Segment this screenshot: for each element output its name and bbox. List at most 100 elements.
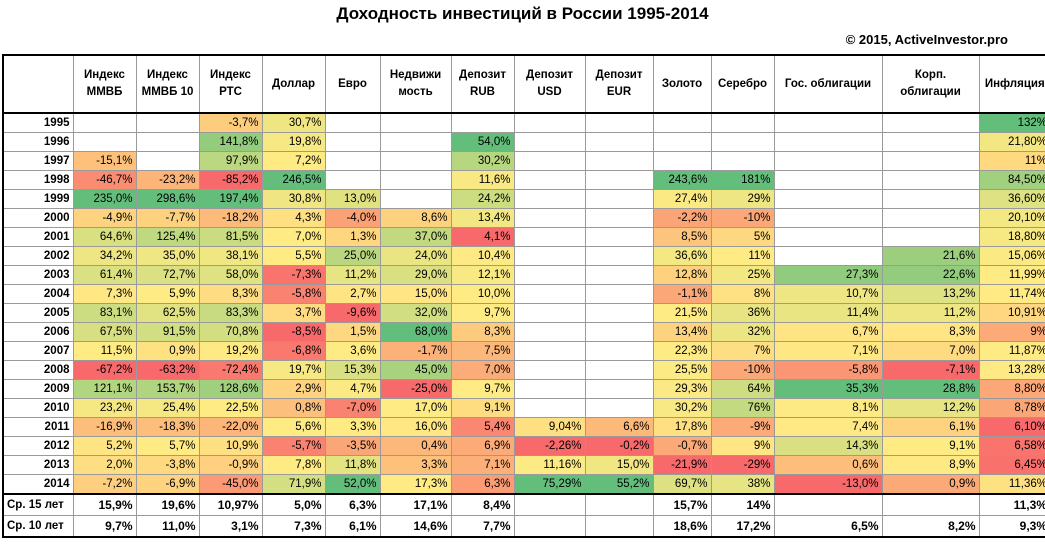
value-cell: 13,28% xyxy=(978,360,1045,380)
value-cell xyxy=(324,151,381,171)
value-cell: -9% xyxy=(710,417,775,437)
table-row: 1999 235,0% 298,6% 197,4% 30,8% 13,0% 24,2% 27,… xyxy=(2,189,1045,209)
value-cell: 9,04% xyxy=(513,417,586,437)
value-cell xyxy=(135,132,200,152)
value-cell xyxy=(881,189,980,209)
value-cell: 243,6% xyxy=(652,170,712,190)
value-cell: -16,9% xyxy=(72,417,137,437)
value-cell xyxy=(513,132,586,152)
value-cell: 22,6% xyxy=(881,265,980,285)
value-cell: -15,1% xyxy=(72,151,137,171)
column-header-line: Гос. облигации xyxy=(784,77,872,90)
value-cell xyxy=(652,132,712,152)
value-cell: -4,0% xyxy=(324,208,381,228)
year-cell: 1995 xyxy=(2,112,74,133)
value-cell: 5,6% xyxy=(261,417,326,437)
value-cell xyxy=(379,132,452,152)
value-cell: 7% xyxy=(710,341,775,361)
value-cell: 7,8% xyxy=(261,455,326,475)
table-row: 2000 -4,9% -7,7% -18,2% 4,3% -4,0% 8,6% 13,4% -2… xyxy=(2,208,1045,228)
value-cell: 12,1% xyxy=(450,265,515,285)
value-cell: 6,58% xyxy=(978,436,1045,456)
value-cell: 27,4% xyxy=(652,189,712,209)
average-cell: 5,0% xyxy=(261,493,326,516)
value-cell: 25,5% xyxy=(652,360,712,380)
value-cell: -18,2% xyxy=(198,208,263,228)
value-cell: 4,1% xyxy=(450,227,515,247)
value-cell xyxy=(513,322,586,342)
year-cell: 2001 xyxy=(2,227,74,247)
value-cell: 11% xyxy=(710,246,775,266)
year-cell: 2004 xyxy=(2,284,74,304)
average-cell: 14,6% xyxy=(379,515,452,538)
value-cell: -21,9% xyxy=(652,455,712,475)
value-cell: 58,0% xyxy=(198,265,263,285)
value-cell: 11,74% xyxy=(978,284,1045,304)
year-cell: 2003 xyxy=(2,265,74,285)
value-cell: 30,7% xyxy=(261,112,326,133)
average-cell: 10,97% xyxy=(198,493,263,516)
value-cell: 6,7% xyxy=(773,322,883,342)
value-cell xyxy=(881,132,980,152)
value-cell: 4,3% xyxy=(261,208,326,228)
value-cell: 6,9% xyxy=(450,436,515,456)
value-cell: 18,80% xyxy=(978,227,1045,247)
value-cell: 25% xyxy=(710,265,775,285)
value-cell: -10% xyxy=(710,208,775,228)
value-cell: 5,4% xyxy=(450,417,515,437)
value-cell xyxy=(773,227,883,247)
year-cell: 2013 xyxy=(2,455,74,475)
average-cell: 17,1% xyxy=(379,493,452,516)
average-row: Ср. 15 лет 15,9% 19,6% 10,97% 5,0% 6,3% 17,1% 8… xyxy=(2,493,1045,516)
value-cell: 72,7% xyxy=(135,265,200,285)
value-cell: 8,3% xyxy=(881,322,980,342)
value-cell: 27,3% xyxy=(773,265,883,285)
average-cell: 11,0% xyxy=(135,515,200,538)
value-cell xyxy=(773,112,883,133)
value-cell: 7,5% xyxy=(450,341,515,361)
value-cell: 6,1% xyxy=(881,417,980,437)
value-cell: 29% xyxy=(710,189,775,209)
value-cell: 11,6% xyxy=(450,170,515,190)
value-cell: 30,2% xyxy=(450,151,515,171)
value-cell: 5,7% xyxy=(135,436,200,456)
table-row: 2007 11,5% 0,9% 19,2% -6,8% 3,6% -1,7% 7,5% 22,3… xyxy=(2,341,1045,361)
value-cell: 8,1% xyxy=(773,398,883,418)
value-cell: 9,1% xyxy=(881,436,980,456)
value-cell xyxy=(513,151,586,171)
average-label: Ср. 10 лет xyxy=(2,515,74,538)
value-cell xyxy=(584,360,654,380)
value-cell: 30,8% xyxy=(261,189,326,209)
value-cell: 91,5% xyxy=(135,322,200,342)
column-header-line: RUB xyxy=(470,86,495,98)
value-cell: 8,80% xyxy=(978,379,1045,399)
value-cell xyxy=(513,398,586,418)
value-cell xyxy=(513,170,586,190)
value-cell xyxy=(513,189,586,209)
value-cell: -29% xyxy=(710,455,775,475)
table-row: 2008 -67,2% -63,2% -72,4% 19,7% 15,3% 45,0% 7,0… xyxy=(2,360,1045,380)
value-cell: 2,9% xyxy=(261,379,326,399)
value-cell: 28,8% xyxy=(881,379,980,399)
value-cell: 19,2% xyxy=(198,341,263,361)
value-cell: 54,0% xyxy=(450,132,515,152)
value-cell xyxy=(324,132,381,152)
value-cell: 35,3% xyxy=(773,379,883,399)
column-header-line: ММВБ 10 xyxy=(141,86,194,98)
value-cell xyxy=(584,246,654,266)
average-cell: 7,3% xyxy=(261,515,326,538)
value-cell xyxy=(881,170,980,190)
column-header-line: РТС xyxy=(219,86,242,98)
column-header-line: Серебро xyxy=(717,77,768,90)
value-cell: 6,6% xyxy=(584,417,654,437)
column-header: Депозит EUR xyxy=(584,54,654,114)
value-cell: 9% xyxy=(978,322,1045,342)
average-cell: 8,2% xyxy=(881,515,980,538)
value-cell: 181% xyxy=(710,170,775,190)
average-cell: 19,6% xyxy=(135,493,200,516)
value-cell: 34,2% xyxy=(72,246,137,266)
column-header-line: мость xyxy=(398,86,433,98)
value-cell: -5,7% xyxy=(261,436,326,456)
value-cell: 11,8% xyxy=(324,455,381,475)
value-cell: 21,6% xyxy=(881,246,980,266)
